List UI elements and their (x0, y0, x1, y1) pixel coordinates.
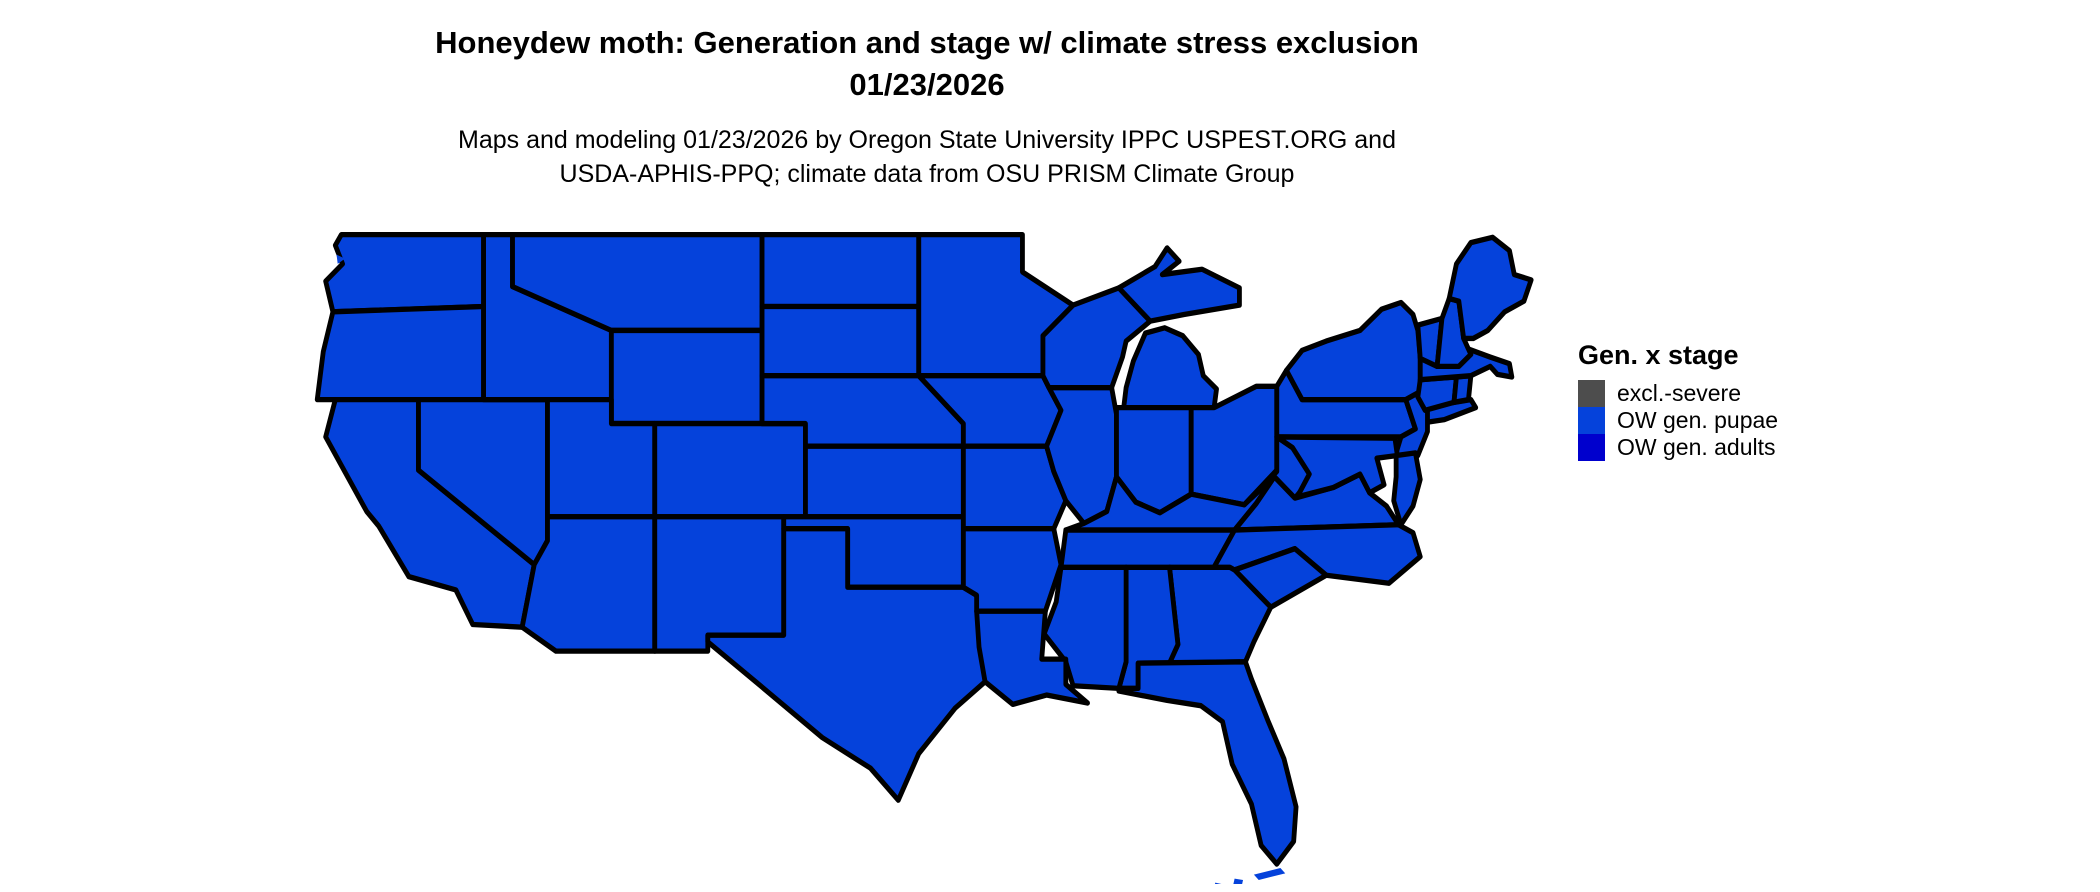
state-nd (759, 231, 922, 310)
legend-label: excl.-severe (1617, 380, 1741, 406)
state-md (1274, 434, 1400, 500)
florida-keys-icon (1233, 878, 1244, 884)
state-wa (323, 231, 486, 315)
coastal-islands-group (336, 254, 1286, 884)
state-sd (759, 303, 922, 379)
state-co (652, 420, 808, 520)
state-mi-upper-peninsula (1116, 245, 1242, 324)
state-nm (652, 514, 787, 654)
state-tx (705, 526, 988, 803)
state-ks (803, 443, 966, 520)
state-la (974, 608, 1090, 708)
title-date: 01/23/2026 (849, 67, 1005, 102)
state-me (1446, 234, 1534, 342)
states-group (314, 231, 1534, 867)
title-line-1: Honeydew moth: Generation and stage w/ c… (435, 25, 1419, 60)
state-wy (608, 327, 765, 427)
attribution-line-2: USDA-APHIS-PPQ; climate data from OSU PR… (559, 160, 1295, 188)
state-ri (1451, 373, 1474, 405)
state-or (314, 303, 486, 403)
us-map (314, 231, 1534, 884)
title-block: Honeydew moth: Generation and stage w/ c… (0, 22, 1854, 191)
legend-item: OW gen. pupae (1578, 407, 1778, 434)
florida-keys-icon (1253, 868, 1286, 881)
legend: Gen. x stage excl.-severe OW gen. pupae … (1578, 340, 1778, 461)
state-fl (1116, 659, 1299, 867)
state-mi (1121, 325, 1219, 411)
legend-swatch-ow-gen-pupae (1578, 407, 1605, 434)
legend-label: OW gen. pupae (1617, 407, 1779, 433)
legend-item: excl.-severe (1578, 380, 1778, 407)
florida-keys-icon (1214, 882, 1222, 884)
state-de-delmarva (1391, 450, 1423, 528)
attribution-line-1: Maps and modeling 01/23/2026 by Oregon S… (458, 126, 1396, 154)
legend-label: OW gen. adults (1617, 434, 1776, 460)
attribution: Maps and modeling 01/23/2026 by Oregon S… (0, 123, 1854, 191)
legend-swatch-ow-gen-adults (1578, 434, 1605, 461)
page-title: Honeydew moth: Generation and stage w/ c… (0, 22, 1854, 106)
state-ar (960, 526, 1064, 614)
puget-islands-icon (336, 254, 345, 264)
legend-title: Gen. x stage (1578, 340, 1739, 370)
legend-swatch-excl-severe (1578, 380, 1605, 407)
legend-item: OW gen. adults (1578, 434, 1778, 461)
